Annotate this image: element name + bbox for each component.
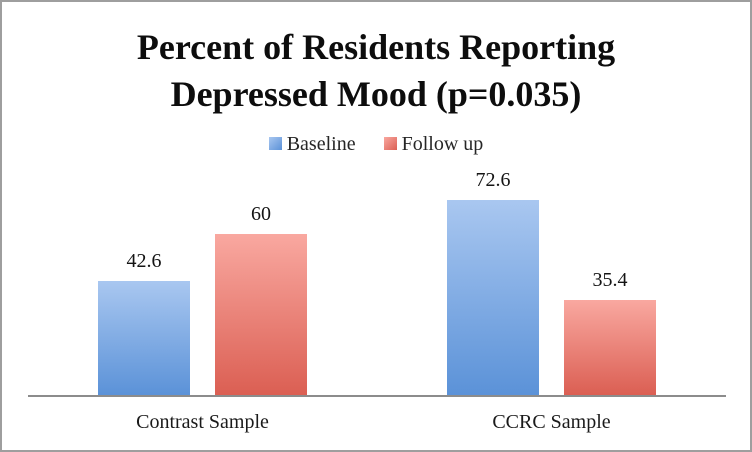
bar-baseline-contrast-sample (98, 281, 190, 395)
bar-slot: 35.4 (564, 269, 656, 395)
legend-swatch-icon (383, 136, 397, 150)
category-label-contrast-sample: Contrast Sample (136, 411, 269, 433)
legend-item-baseline: Baseline (268, 132, 356, 156)
legend-item-follow-up: Follow up (383, 132, 484, 156)
legend-label: Follow up (401, 132, 484, 155)
chart-title: Percent of Residents Reporting Depressed … (2, 24, 750, 118)
chart-title-line: Depressed Mood (p=0.035) (170, 73, 582, 114)
bar-group-ccrc-sample: 72.6 35.4 (377, 169, 726, 395)
category-label-ccrc-sample: CCRC Sample (492, 411, 611, 433)
chart-title-line: Percent of Residents Reporting (136, 27, 616, 67)
value-label-follow-up-contrast-sample: 60 (251, 203, 271, 225)
value-label-baseline-ccrc-sample: 72.6 (475, 169, 511, 191)
category-labels: Contrast Sample CCRC Sample (28, 411, 726, 434)
legend-swatch-icon (268, 136, 282, 150)
bar-slot: 72.6 (447, 169, 539, 395)
bar-baseline-ccrc-sample (447, 200, 539, 395)
plot-area: 42.6 60 72.6 35.4 (28, 161, 726, 397)
legend: Baseline Follow up (2, 133, 750, 156)
bar-slot: 60 (215, 203, 307, 395)
legend-label: Baseline (286, 132, 356, 155)
bar-follow-up-ccrc-sample (564, 300, 656, 395)
bar-slot: 42.6 (98, 250, 190, 395)
bar-follow-up-contrast-sample (215, 234, 307, 395)
value-label-follow-up-ccrc-sample: 35.4 (592, 269, 628, 291)
bar-group-contrast-sample: 42.6 60 (28, 203, 377, 395)
value-label-baseline-contrast-sample: 42.6 (126, 250, 162, 272)
